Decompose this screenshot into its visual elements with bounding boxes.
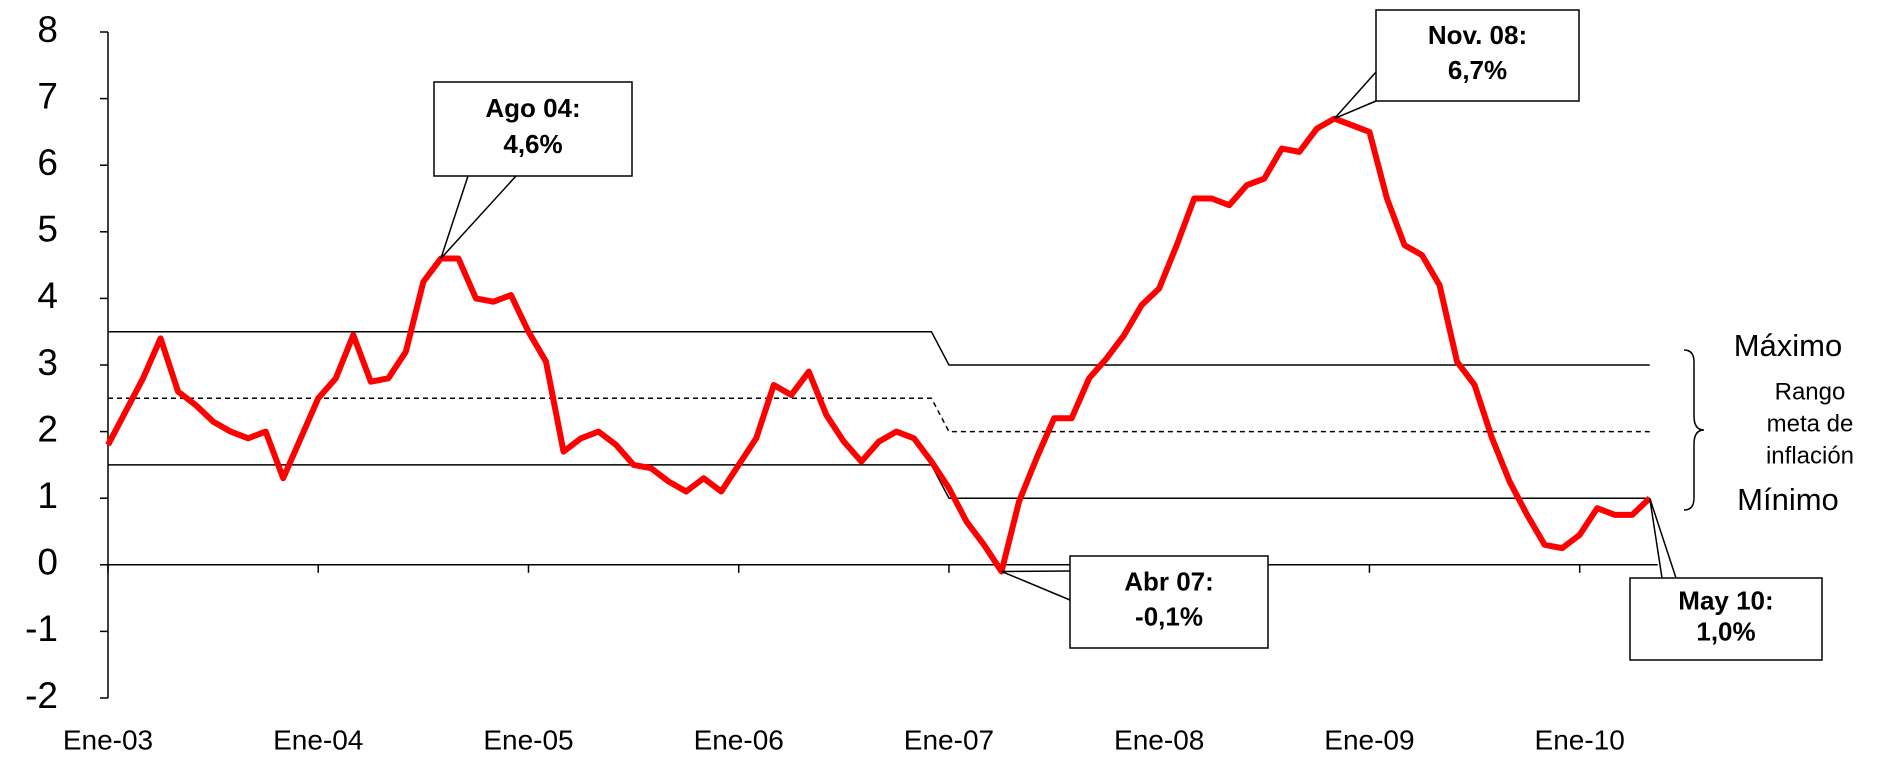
x-tick-label: Ene-05 <box>483 724 573 755</box>
callout <box>1333 71 1377 120</box>
inflation-line <box>105 115 1652 575</box>
y-tick-label: 3 <box>37 342 58 383</box>
annotation-date: May 10: <box>1678 585 1773 615</box>
target-line <box>108 464 1650 499</box>
y-tick-label: 5 <box>37 209 58 250</box>
y-tick-label: 2 <box>37 408 58 449</box>
y-tick-label: 0 <box>37 542 58 583</box>
range-label: inflación <box>1766 442 1854 469</box>
series-label: Mínimo <box>1737 482 1839 517</box>
annotation-date: Ago 04: <box>485 93 580 123</box>
y-tick-label: 1 <box>37 475 58 516</box>
x-tick-label: Ene-04 <box>273 724 363 755</box>
y-tick-label: -1 <box>25 608 58 649</box>
callout-box <box>433 81 633 177</box>
callout <box>1001 570 1071 601</box>
annotation-date: Nov. 08: <box>1428 20 1527 50</box>
data-label: 1,0% <box>1696 617 1755 647</box>
y-tick-label: 4 <box>37 275 58 316</box>
range-label: Rango <box>1775 378 1846 405</box>
x-tick-label: Ene-06 <box>694 724 784 755</box>
x-tick-label: Ene-08 <box>1114 724 1204 755</box>
x-tick-label: Ene-03 <box>63 724 153 755</box>
data-label: 4,6% <box>503 129 562 159</box>
callout-box <box>1069 555 1269 649</box>
series-label: Máximo <box>1734 328 1843 363</box>
callout-box <box>1629 577 1823 661</box>
range-brace <box>1683 349 1705 511</box>
y-tick-label: 8 <box>37 9 58 50</box>
callout <box>440 175 517 259</box>
y-tick-label: 7 <box>37 75 58 116</box>
data-label: 6,7% <box>1448 55 1507 85</box>
y-tick-label: 6 <box>37 142 58 183</box>
x-tick-label: Ene-10 <box>1535 724 1625 755</box>
target-line <box>108 330 1650 366</box>
callout-box <box>1375 9 1580 102</box>
x-tick-label: Ene-09 <box>1324 724 1414 755</box>
callout <box>1649 497 1677 579</box>
range-label: meta de <box>1767 410 1854 437</box>
y-tick-label: -2 <box>25 675 58 716</box>
data-label: -0,1% <box>1135 601 1203 631</box>
x-tick-label: Ene-07 <box>904 724 994 755</box>
annotation-date: Abr 07: <box>1124 566 1214 596</box>
target-line <box>108 397 1650 433</box>
